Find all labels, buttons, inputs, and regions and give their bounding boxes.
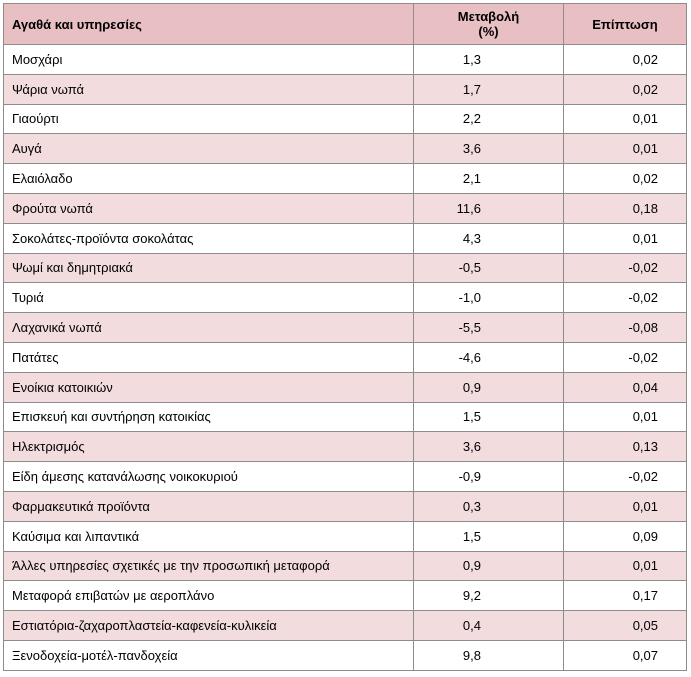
price-change-table-container: Αγαθά και υπηρεσίες Μεταβολή (%) Επίπτωσ… [3, 3, 687, 671]
header-impact: Επίπτωση [563, 3, 687, 45]
table-row: Ηλεκτρισμός 3,6 0,13 [3, 431, 687, 463]
cell-change-percent: -4,6 [413, 342, 564, 373]
table-row: Φαρμακευτικά προϊόντα 0,3 0,01 [3, 491, 687, 522]
cell-change-percent: -1,0 [413, 282, 564, 314]
cell-goods-service-name: Επισκευή και συντήρηση κατοικίας [3, 402, 414, 433]
table-row: Εστιατόρια-ζαχαροπλαστεία-καφενεία-κυλικ… [3, 610, 687, 641]
cell-change-percent: 4,3 [413, 223, 564, 254]
cell-impact: 0,02 [563, 163, 687, 194]
cell-change-percent: -0,5 [413, 253, 564, 284]
cell-change-percent: 1,5 [413, 521, 564, 552]
cell-impact: -0,02 [563, 461, 687, 492]
cell-goods-service-name: Ψωμί και δημητριακά [3, 253, 414, 284]
cell-impact: 0,17 [563, 580, 687, 612]
table-row: Αυγά 3,6 0,01 [3, 133, 687, 165]
cell-change-percent: 1,7 [413, 74, 564, 105]
cell-change-percent: 3,6 [413, 133, 564, 165]
table-row: Λαχανικά νωπά -5,5 -0,08 [3, 312, 687, 343]
cell-impact: 0,01 [563, 551, 687, 582]
header-row: Αγαθά και υπηρεσίες Μεταβολή (%) Επίπτωσ… [3, 3, 687, 45]
cell-change-percent: 1,3 [413, 44, 564, 75]
cell-change-percent: 1,5 [413, 402, 564, 433]
cell-change-percent: 9,8 [413, 640, 564, 671]
cell-impact: -0,02 [563, 282, 687, 314]
cell-impact: 0,07 [563, 640, 687, 671]
cell-goods-service-name: Αυγά [3, 133, 414, 165]
table-row: Ξενοδοχεία-μοτέλ-πανδοχεία 9,8 0,07 [3, 640, 687, 671]
cell-impact: -0,02 [563, 253, 687, 284]
table-row: Μεταφορά επιβατών με αεροπλάνο 9,2 0,17 [3, 580, 687, 612]
table-row: Τυριά -1,0 -0,02 [3, 282, 687, 314]
table-row: Μοσχάρι 1,3 0,02 [3, 44, 687, 75]
cell-goods-service-name: Γιαούρτι [3, 104, 414, 135]
cell-change-percent: 9,2 [413, 580, 564, 612]
cell-goods-service-name: Είδη άμεσης κατανάλωσης νοικοκυριού [3, 461, 414, 492]
cell-impact: 0,01 [563, 223, 687, 254]
cell-change-percent: 2,2 [413, 104, 564, 135]
cell-impact: 0,18 [563, 193, 687, 224]
table-row: Είδη άμεσης κατανάλωσης νοικοκυριού -0,9-… [3, 461, 687, 492]
header-change-label: Μεταβολή [457, 9, 520, 24]
cell-goods-service-name: Ενοίκια κατοικιών [3, 372, 414, 403]
cell-goods-service-name: Μεταφορά επιβατών με αεροπλάνο [3, 580, 414, 612]
cell-goods-service-name: Μοσχάρι [3, 44, 414, 75]
cell-goods-service-name: Σοκολάτες-προϊόντα σοκολάτας [3, 223, 414, 254]
cell-impact: 0,02 [563, 74, 687, 105]
cell-change-percent: 2,1 [413, 163, 564, 194]
cell-goods-service-name: Ηλεκτρισμός [3, 431, 414, 463]
price-change-table: Αγαθά και υπηρεσίες Μεταβολή (%) Επίπτωσ… [3, 3, 687, 671]
cell-goods-service-name: Ξενοδοχεία-μοτέλ-πανδοχεία [3, 640, 414, 671]
cell-goods-service-name: Ελαιόλαδο [3, 163, 414, 194]
cell-change-percent: 3,6 [413, 431, 564, 463]
cell-impact: 0,01 [563, 402, 687, 433]
table-row: Γιαούρτι 2,2 0,01 [3, 104, 687, 135]
cell-impact: 0,01 [563, 491, 687, 522]
cell-goods-service-name: Εστιατόρια-ζαχαροπλαστεία-καφενεία-κυλικ… [3, 610, 414, 641]
cell-goods-service-name: Τυριά [3, 282, 414, 314]
table-row: Άλλες υπηρεσίες σχετικές με την προσωπικ… [3, 551, 687, 582]
cell-impact: -0,02 [563, 342, 687, 373]
header-change-percent: Μεταβολή (%) [413, 3, 564, 45]
cell-goods-service-name: Ψάρια νωπά [3, 74, 414, 105]
table-row: Ελαιόλαδο 2,1 0,02 [3, 163, 687, 194]
cell-impact: 0,04 [563, 372, 687, 403]
cell-change-percent: 0,4 [413, 610, 564, 641]
cell-impact: 0,09 [563, 521, 687, 552]
cell-change-percent: -0,9 [413, 461, 564, 492]
cell-impact: 0,13 [563, 431, 687, 463]
cell-impact: 0,01 [563, 104, 687, 135]
cell-impact: -0,08 [563, 312, 687, 343]
cell-goods-service-name: Φρούτα νωπά [3, 193, 414, 224]
table-row: Ψωμί και δημητριακά -0,5 -0,02 [3, 253, 687, 284]
cell-change-percent: 0,9 [413, 372, 564, 403]
table-row: Σοκολάτες-προϊόντα σοκολάτας 4,3 0,01 [3, 223, 687, 254]
cell-goods-service-name: Λαχανικά νωπά [3, 312, 414, 343]
table-row: Καύσιμα και λιπαντικά 1,5 0,09 [3, 521, 687, 552]
header-change-unit: (%) [478, 24, 499, 39]
header-goods-services: Αγαθά και υπηρεσίες [3, 3, 414, 45]
cell-goods-service-name: Άλλες υπηρεσίες σχετικές με την προσωπικ… [3, 551, 414, 582]
cell-impact: 0,01 [563, 133, 687, 165]
table-row: Πατάτες -4,6 -0,02 [3, 342, 687, 373]
cell-goods-service-name: Φαρμακευτικά προϊόντα [3, 491, 414, 522]
cell-change-percent: 0,9 [413, 551, 564, 582]
cell-change-percent: -5,5 [413, 312, 564, 343]
cell-impact: 0,02 [563, 44, 687, 75]
table-row: Φρούτα νωπά 11,6 0,18 [3, 193, 687, 224]
cell-change-percent: 0,3 [413, 491, 564, 522]
cell-goods-service-name: Πατάτες [3, 342, 414, 373]
cell-change-percent: 11,6 [413, 193, 564, 224]
table-row: Ψάρια νωπά 1,7 0,02 [3, 74, 687, 105]
table-body: Μοσχάρι 1,3 0,02 Ψάρια νωπά 1,7 0,02 Γιαούρτι 2… [3, 44, 687, 671]
table-row: Επισκευή και συντήρηση κατοικίας 1,5 0,01 [3, 402, 687, 433]
cell-impact: 0,05 [563, 610, 687, 641]
table-row: Ενοίκια κατοικιών 0,9 0,04 [3, 372, 687, 403]
table-header: Αγαθά και υπηρεσίες Μεταβολή (%) Επίπτωσ… [3, 3, 687, 45]
cell-goods-service-name: Καύσιμα και λιπαντικά [3, 521, 414, 552]
